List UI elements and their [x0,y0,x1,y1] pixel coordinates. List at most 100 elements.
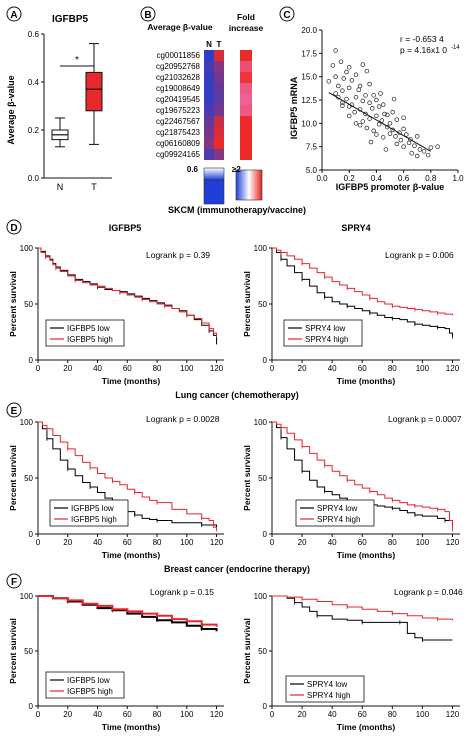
km-xtick-label: 100 [416,538,430,547]
panel-c-ylabel: IGFBP5 mRNA [289,76,299,139]
heat-cell-n [204,50,214,61]
scatter-point [364,125,370,131]
heat-cell-fold [240,149,252,160]
km-curve-high [38,595,218,627]
km-logrank: Logrank p = 0.0028 [146,414,220,424]
scatter-point [374,113,379,119]
km-xlabel: Time (months) [337,550,396,560]
panel-f-letter-badge [6,573,22,589]
km-ytick-label: 100 [20,418,34,427]
scatter-point [425,152,431,158]
scatter-point [356,87,361,92]
panel-c-ytick-label: 20.0 [301,26,317,35]
scatter-point [376,104,382,109]
km-xtick-label: 100 [416,364,430,373]
km-curve-low [38,595,218,632]
km-xtick-label: 120 [210,710,224,719]
km-xtick-label: 0 [36,710,41,719]
scatter-point [385,112,390,118]
scatter-point [338,59,344,64]
heat-cell-n [204,83,214,94]
heat-row-label: cg20952768 [156,62,201,71]
scatter-point [352,109,357,115]
panel-d-left-title: IGFBP5 [109,223,142,233]
scatter-point [353,94,359,100]
km-legend-label: IGFBP5 low [67,676,110,685]
scatter-point [340,103,345,108]
scatter-point [368,139,374,145]
km-curve-high [272,247,453,316]
heat-cell-t [214,50,224,61]
km-ytick-label: 100 [254,418,268,427]
km-xtick-label: 80 [153,710,162,719]
scatter-point [391,96,397,102]
panel-b-letter: B [144,10,151,21]
heat-cell-fold [240,94,252,105]
panel-b-fold-title-2: increase [229,23,264,33]
panel-b-scale-low: 0.6 [187,165,199,174]
heat-cell-n [204,94,214,105]
scatter-point [374,97,379,103]
scatter-point [412,143,417,148]
scatter-point [353,121,359,126]
km-ytick-label: 100 [20,244,34,253]
km-xtick-label: 0 [36,364,41,373]
km-logrank: Logrank p = 0.006 [385,250,454,260]
panel-b-heatmap [204,50,252,160]
km-xtick-label: 0 [270,710,275,719]
heat-row-label: cg19675223 [156,106,201,115]
km-xtick-label: 120 [446,364,460,373]
panel-b: B Average β-value Fold increase N T cg00… [140,6,264,205]
panel-b-scale-high: ≥2 [232,165,241,174]
heat-cell-n [204,127,214,138]
scatter-point [333,91,338,96]
scatter-point [401,144,406,149]
km-panel-f-left: 0 50 100 0 20 40 60 80 100 120 Time (months) Percen… [8,587,224,732]
km-xtick-label: 60 [123,538,132,547]
km-xtick-label: 20 [63,710,72,719]
scatter-point [374,132,379,137]
km-logrank: Logrank p = 0.15 [150,587,214,597]
km-logrank: Logrank p = 0.046 [394,587,463,597]
panel-f: Breast cancer (endocrine therapy) F [6,564,310,589]
panel-a-letter-badge [6,6,22,22]
km-xtick-label: 100 [180,364,194,373]
scatter-point [414,153,420,159]
heat-cell-fold [240,83,252,94]
regression-line [328,92,432,152]
km-ytick-label: 0 [29,702,34,711]
scatter-point [394,141,400,147]
km-xtick-label: 40 [328,538,337,547]
km-ytick-label: 50 [258,300,267,309]
km-xtick-label: 80 [388,538,397,547]
scatter-point [363,93,368,98]
scatter-point [401,126,406,132]
scatter-point [371,93,376,98]
km-xlabel: Time (months) [337,722,396,732]
scatter-point [367,116,372,121]
heat-cell-t [214,138,224,149]
scatter-point [341,76,347,81]
km-xtick-label: 60 [358,538,367,547]
panel-a-ytick-label: 0.0 [28,174,40,183]
heat-row-label: cg19008649 [156,84,201,93]
panel-b-row-labels: cg00011856 cg20952768 cg21032628 cg19008649… [156,51,201,159]
km-legend-label: SPRY4 high [307,691,350,700]
panel-c: C IGFBP5 mRNA IGFBP5 promoter β-value r … [279,6,464,192]
km-xtick-label: 20 [63,364,72,373]
panel-b-fold-colorscale [235,169,263,201]
km-ytick-label: 0 [29,356,34,365]
km-xtick-label: 20 [298,364,307,373]
heat-cell-fold [240,127,252,138]
km-logrank: Logrank p = 0.39 [146,250,210,260]
panel-c-stat-p-exp: -14 [451,45,460,51]
panel-d-letter-badge [6,219,22,235]
scatter-point [364,68,370,74]
km-curve-low [272,247,453,337]
km-xtick-label: 120 [210,538,224,547]
scatter-point [333,48,338,53]
scatter-point [363,111,368,117]
